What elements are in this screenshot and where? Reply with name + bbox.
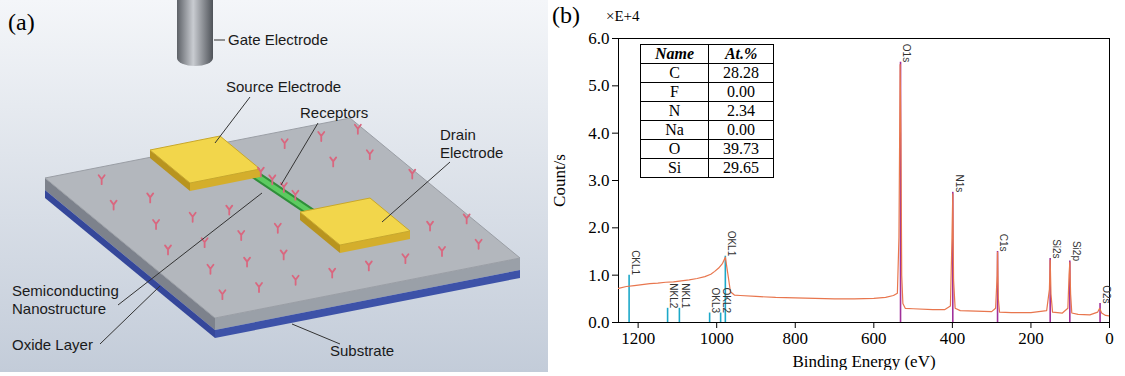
svg-text:Source Electrode: Source Electrode xyxy=(226,78,341,95)
html-text:N: N xyxy=(668,102,681,119)
html-text:(b): (b) xyxy=(552,2,580,28)
svg-text:Substrate: Substrate xyxy=(330,342,394,359)
svg-text:Oxide Layer: Oxide Layer xyxy=(12,336,93,353)
svg-text:Gate Electrode: Gate Electrode xyxy=(228,31,328,48)
svg-text:2.0: 2.0 xyxy=(588,218,609,237)
svg-text:Semiconducting: Semiconducting xyxy=(12,282,119,299)
svg-text:1.0: 1.0 xyxy=(588,266,609,285)
svg-text:1200: 1200 xyxy=(621,329,655,348)
html-text:0.00: 0.00 xyxy=(727,83,756,100)
svg-text:6.0: 6.0 xyxy=(588,29,609,48)
svg-text:NKL1: NKL1 xyxy=(680,283,691,308)
svg-text:OKL1: OKL1 xyxy=(726,231,737,257)
svg-text:600: 600 xyxy=(861,329,887,348)
svg-text:5.0: 5.0 xyxy=(588,76,609,95)
svg-text:Drain: Drain xyxy=(440,126,476,143)
svg-text:0: 0 xyxy=(1105,329,1114,348)
svg-text:3.0: 3.0 xyxy=(588,171,609,190)
svg-text:1000: 1000 xyxy=(700,329,734,348)
svg-text:OKL3: OKL3 xyxy=(710,287,721,313)
svg-text:CKL1: CKL1 xyxy=(630,250,641,275)
html-text:0.00: 0.00 xyxy=(727,121,756,138)
svg-text:Nanostructure: Nanostructure xyxy=(12,300,106,317)
html-text:At.%: At.% xyxy=(724,45,758,62)
svg-text:200: 200 xyxy=(1018,329,1043,348)
svg-text:Si2s: Si2s xyxy=(1051,239,1062,258)
svg-text:(a): (a) xyxy=(8,9,35,35)
html-text:Name: Name xyxy=(655,45,695,62)
html-text:×E+4: ×E+4 xyxy=(606,8,640,24)
html-text:Si: Si xyxy=(667,159,682,176)
svg-text:4.0: 4.0 xyxy=(588,124,609,143)
svg-text:O1s: O1s xyxy=(901,44,912,62)
svg-text:N1s: N1s xyxy=(954,175,965,193)
html-text:28.28: 28.28 xyxy=(723,64,760,81)
html-text:2.34: 2.34 xyxy=(727,102,756,119)
svg-text:Receptors: Receptors xyxy=(300,104,368,121)
svg-text:0.0: 0.0 xyxy=(588,313,609,332)
svg-text:800: 800 xyxy=(783,329,809,348)
svg-text:Count/s: Count/s xyxy=(550,154,569,207)
svg-text:NKL2: NKL2 xyxy=(668,283,679,308)
svg-text:Binding Energy (eV): Binding Energy (eV) xyxy=(792,352,935,371)
svg-text:400: 400 xyxy=(940,329,966,348)
svg-text:O2s: O2s xyxy=(1101,285,1112,303)
svg-text:Si2p: Si2p xyxy=(1071,241,1082,261)
html-text:Na: Na xyxy=(665,121,684,138)
html-text:O: O xyxy=(668,140,681,157)
svg-text:C1s: C1s xyxy=(998,234,1009,252)
svg-text:OKL2: OKL2 xyxy=(721,287,732,313)
html-text:C: C xyxy=(669,64,680,81)
html-text:F: F xyxy=(670,83,679,100)
html-text:39.73: 39.73 xyxy=(723,140,760,157)
html-text:29.65: 29.65 xyxy=(723,159,760,176)
svg-text:Electrode: Electrode xyxy=(440,144,503,161)
